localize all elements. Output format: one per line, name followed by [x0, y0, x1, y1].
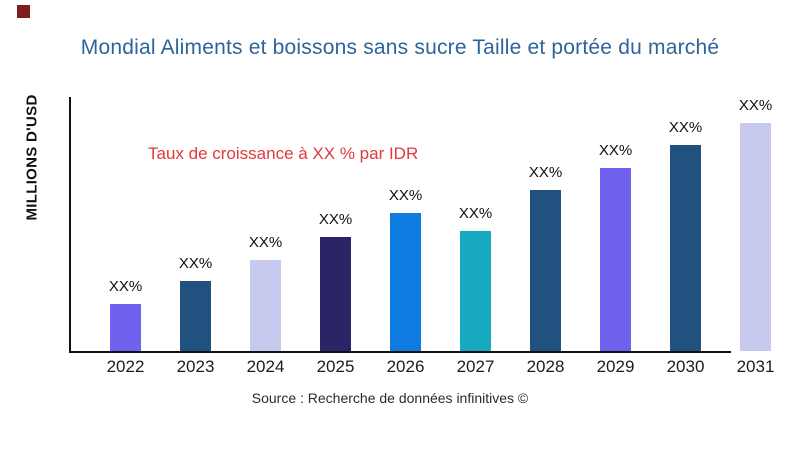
bar-2031	[740, 123, 771, 351]
y-axis-line	[69, 97, 71, 353]
bar-value-label-2026: XX%	[388, 187, 423, 204]
x-tick-label-2029: 2029	[596, 357, 635, 376]
x-tick-label-2026: 2026	[386, 357, 425, 376]
bar-2022	[110, 304, 141, 351]
bar-value-label-2025: XX%	[318, 211, 353, 228]
x-tick-label-2025: 2025	[316, 357, 355, 376]
x-tick-label-2031: 2031	[736, 357, 775, 376]
bar-2029	[600, 168, 631, 351]
x-axis-line	[69, 351, 731, 353]
bar-2025	[320, 237, 351, 351]
bar-value-label-2031: XX%	[738, 97, 773, 114]
bar-2023	[180, 281, 211, 351]
bar-value-label-2028: XX%	[528, 164, 563, 181]
x-tick-label-2024: 2024	[246, 357, 285, 376]
bar-value-label-2023: XX%	[178, 255, 213, 272]
bar-value-label-2022: XX%	[108, 278, 143, 295]
bar-2027	[460, 231, 491, 351]
chart-title: Mondial Aliments et boissons sans sucre …	[80, 36, 720, 59]
x-tick-label-2023: 2023	[176, 357, 215, 376]
brand-marker-square	[17, 5, 30, 18]
bar-2030	[670, 145, 701, 351]
bar-2028	[530, 190, 561, 351]
x-tick-label-2030: 2030	[666, 357, 705, 376]
bar-value-label-2027: XX%	[458, 205, 493, 222]
x-tick-label-2022: 2022	[106, 357, 145, 376]
x-tick-label-2027: 2027	[456, 357, 495, 376]
bar-value-label-2024: XX%	[248, 234, 283, 251]
source-note: Source : Recherche de données infinitive…	[251, 390, 529, 406]
y-axis-label: MILLIONS D'USD	[23, 94, 41, 221]
growth-rate-annotation: Taux de croissance à XX % par IDR	[148, 144, 419, 163]
bar-2024	[250, 260, 281, 351]
bar-value-label-2030: XX%	[668, 119, 703, 136]
x-tick-label-2028: 2028	[526, 357, 565, 376]
bar-value-label-2029: XX%	[598, 142, 633, 159]
bar-2026	[390, 213, 421, 351]
